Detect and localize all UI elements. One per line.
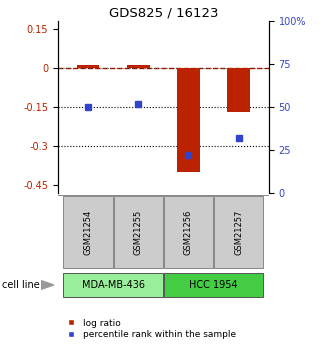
Legend: log ratio, percentile rank within the sample: log ratio, percentile rank within the sa… bbox=[62, 318, 236, 339]
Bar bbox=[164, 273, 263, 297]
Text: HCC 1954: HCC 1954 bbox=[189, 280, 238, 290]
Text: MDA-MB-436: MDA-MB-436 bbox=[82, 280, 145, 290]
Bar bbox=[214, 196, 263, 268]
Bar bbox=[227, 68, 250, 112]
Text: GSM21254: GSM21254 bbox=[83, 209, 92, 255]
Text: cell line: cell line bbox=[2, 280, 39, 290]
Text: GSM21256: GSM21256 bbox=[184, 209, 193, 255]
Bar bbox=[164, 196, 213, 268]
Title: GDS825 / 16123: GDS825 / 16123 bbox=[109, 7, 218, 20]
Bar bbox=[77, 65, 99, 68]
Bar bbox=[127, 65, 149, 68]
Bar bbox=[177, 68, 200, 172]
Bar bbox=[63, 273, 163, 297]
Text: GSM21257: GSM21257 bbox=[234, 209, 243, 255]
Bar bbox=[114, 196, 163, 268]
Text: GSM21255: GSM21255 bbox=[134, 209, 143, 255]
Polygon shape bbox=[41, 280, 54, 289]
Bar bbox=[63, 196, 113, 268]
